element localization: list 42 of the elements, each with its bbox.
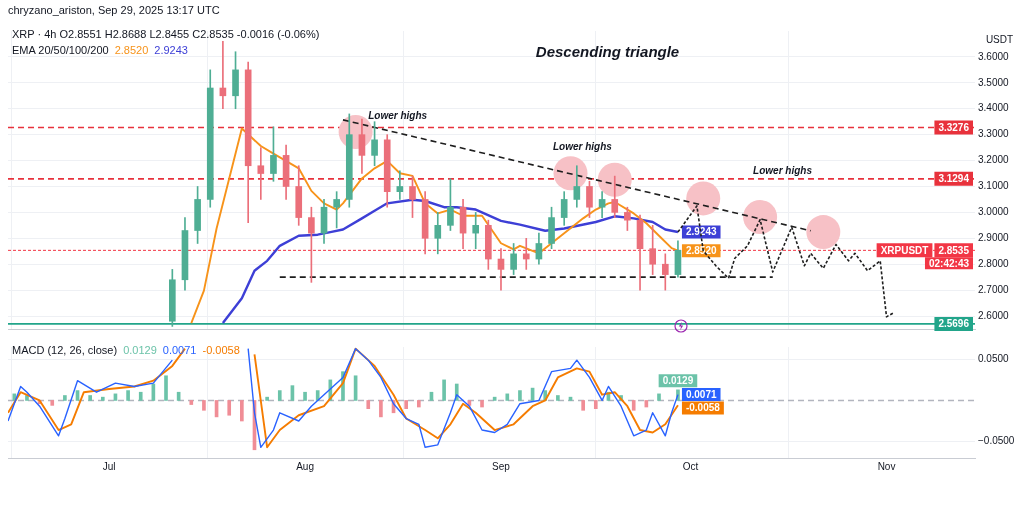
x-tick-label: Jul — [102, 460, 116, 472]
ref-line-label: 3.3276 — [938, 121, 970, 133]
chart-subtitle: XRP · 4h O2.8551 H2.8688 L2.8455 C2.8535 -0.0016 (-0.06%) — [12, 27, 320, 42]
text: chryzano_ariston, Sep 29, 2025 13:17 UTC — [8, 4, 220, 16]
y-tick-label: 3.4000 — [978, 102, 1010, 114]
x-tick-label: Nov — [877, 460, 896, 472]
legend-title: MACD (12, 26, close) — [12, 344, 118, 356]
x-tick-label: Aug — [296, 460, 314, 472]
x-tick-label: Oct — [682, 460, 699, 472]
annotation: Lower highs — [552, 141, 613, 153]
text: 2.9243 — [154, 44, 188, 56]
annotation: Lower highs — [368, 110, 428, 122]
y-tick-label: 3.2000 — [978, 154, 1010, 166]
text: 0.0129 — [123, 344, 157, 356]
data-label: -0.0058 — [685, 402, 721, 414]
legend-title: EMA 20/50/100/200 — [12, 44, 109, 56]
y-axis-title: USDT — [985, 33, 1014, 45]
data-label: 0.0071 — [685, 388, 717, 400]
y-tick-label: 2.8000 — [978, 257, 1010, 269]
annotation: Lower highs — [753, 164, 813, 176]
data-label: 0.0129 — [662, 375, 694, 387]
text: 0.0071 — [162, 344, 197, 356]
x-tick-label: Sep — [492, 460, 511, 472]
ref-line-label: 3.1294 — [938, 173, 970, 185]
y-tick-label: 2.6000 — [978, 309, 1010, 321]
y-tick-label: 2.7000 — [978, 283, 1010, 295]
annotation: XRPUSDT — [880, 244, 929, 256]
ref-line-label: 2.5696 — [938, 318, 970, 330]
ref-line-label: 2.8535 — [938, 244, 970, 256]
text: -0.0058 — [202, 344, 240, 356]
y-tick-label: 2.9000 — [978, 232, 1010, 244]
text: Descending triangle — [535, 43, 680, 61]
y-tick-label: 3.6000 — [978, 50, 1010, 62]
text: 2.8520 — [114, 44, 149, 56]
data-label: 2.9243 — [685, 226, 717, 238]
y-tick-label: 3.1000 — [978, 180, 1010, 192]
y-tick-label: 3.3000 — [978, 128, 1010, 140]
y-tick-label: 3.0000 — [978, 206, 1010, 218]
y-tick-label: 3.5000 — [978, 76, 1010, 88]
annotation: 02:42:43 — [928, 257, 970, 269]
y-tick-label: 0.0500 — [978, 353, 1010, 365]
y-tick-label: −0.0500 — [978, 435, 1015, 447]
